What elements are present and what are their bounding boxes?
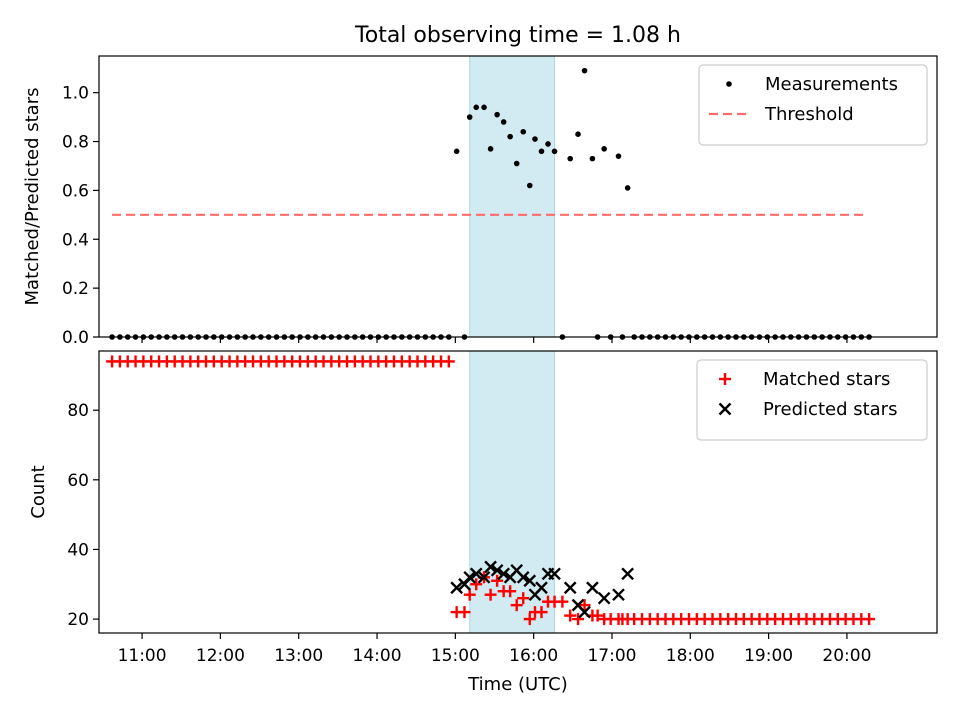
measurement-point	[532, 136, 538, 142]
y-tick-label: 80	[67, 401, 89, 421]
measurement-point	[545, 141, 551, 147]
predicted-star-point	[477, 570, 491, 584]
measurement-point	[551, 148, 558, 155]
predicted-star-point	[578, 605, 591, 619]
measurement-point	[494, 111, 500, 118]
predicted-star-point	[463, 570, 477, 584]
x-tick-label: 14:00	[353, 646, 402, 666]
x-axis-label: Time (UTC)	[467, 674, 568, 695]
predicted-star-point	[535, 581, 548, 595]
x-tick-label: 19:00	[744, 646, 793, 666]
measurement-point	[500, 119, 507, 125]
matched-star-point	[442, 355, 455, 368]
predicted-star-point	[469, 567, 483, 581]
legend-label: Matched stars	[763, 369, 890, 390]
matched-star-point	[556, 595, 569, 608]
matched-star-point	[564, 609, 577, 622]
x-tick-label: 16:00	[509, 646, 558, 666]
axes-frame	[98, 350, 938, 634]
predicted-star-point	[484, 560, 497, 574]
matched-star-point	[510, 599, 523, 612]
legend-x-marker	[718, 402, 732, 416]
x-tick-label: 15:00	[431, 646, 480, 666]
legend-label: Predicted stars	[763, 399, 897, 420]
matched-star-point	[517, 592, 530, 605]
measurement-point	[466, 114, 473, 120]
measurement-point	[481, 104, 487, 111]
x-tick-label: 17:00	[587, 646, 636, 666]
matched-star-point	[458, 606, 471, 619]
y-axis-label: Count	[28, 465, 49, 518]
legend-frame	[698, 64, 928, 146]
y-tick-label: 0.8	[62, 133, 89, 153]
measurement-point	[513, 160, 520, 167]
matched-star-point	[504, 585, 517, 598]
highlight-span	[469, 55, 556, 338]
x-tick-label: 13:00	[274, 646, 323, 666]
top-panel: 0.0 0.2 0.4 0.6 0.8 1.0 Matched/Predicted star…	[22, 55, 938, 348]
x-tick-label: 11:00	[118, 646, 167, 666]
y-tick-label: 0.4	[62, 230, 89, 250]
measurement-point	[538, 148, 545, 155]
y-tick-label: 1.0	[62, 84, 89, 104]
predicted-star-point	[548, 567, 561, 581]
measurement-point	[589, 155, 596, 162]
y-tick-label: 0.0	[62, 328, 89, 348]
predicted-star-point	[497, 567, 510, 581]
y-tick-label: 40	[67, 540, 89, 560]
matched-star-point	[484, 588, 497, 601]
matched-star-point	[463, 588, 476, 601]
y-tick-label: 0.6	[62, 181, 89, 201]
x-tick-label: 20:00	[822, 646, 871, 666]
matched-star-point	[572, 613, 585, 626]
predicted-star-point	[490, 563, 504, 577]
predicted-star-point	[597, 591, 611, 605]
matched-star-point	[591, 609, 604, 622]
measurement-point	[615, 153, 622, 159]
legend-label: Threshold	[764, 104, 854, 125]
predicted-star-point	[516, 570, 530, 584]
matched-star-point	[491, 574, 504, 587]
y-axis-label: Matched/Predicted stars	[22, 88, 43, 306]
measurement-point	[581, 67, 588, 74]
measurement-point	[526, 182, 533, 189]
predicted-star-point	[612, 588, 625, 602]
axes-frame	[98, 55, 938, 338]
y-tick-label: 60	[67, 471, 89, 491]
legend: Matched stars Predicted stars	[696, 359, 928, 441]
matched-star-point	[470, 578, 483, 591]
matched-star-point	[863, 613, 876, 626]
measurement-point	[473, 104, 480, 111]
legend: Measurements Threshold	[698, 64, 928, 146]
predicted-star-point	[586, 581, 599, 595]
y-tick-label: 0.2	[62, 279, 89, 299]
measurement-point	[453, 148, 460, 155]
y-tick-label: 20	[67, 610, 89, 630]
matched-star-point	[523, 613, 536, 626]
x-tick-label: 12:00	[196, 646, 245, 666]
predicted-star-point	[563, 581, 577, 595]
legend-plus-marker	[719, 373, 731, 385]
matched-star-point	[535, 606, 548, 619]
predicted-star-point	[621, 567, 634, 581]
predicted-star-point	[458, 577, 471, 591]
predicted-star-point	[450, 581, 463, 595]
measurement-point	[487, 146, 494, 152]
legend-label: Measurements	[765, 74, 898, 95]
measurement-point	[567, 155, 574, 162]
measurement-point	[624, 185, 631, 191]
matched-star-point	[578, 599, 591, 612]
bottom-panel: 11:00 12:00 13:00 14:00 15:00 16:00 17:00 18:00…	[28, 350, 938, 666]
legend-dot-marker	[726, 81, 732, 87]
chart-title: Total observing time = 1.08 h	[354, 23, 681, 48]
legend-frame	[696, 359, 928, 441]
measurement-point	[601, 146, 607, 152]
measurement-point	[575, 131, 581, 137]
predicted-star-point	[523, 574, 537, 588]
x-tick-label: 18:00	[666, 646, 715, 666]
measurement-point	[507, 133, 513, 140]
measurement-point	[520, 128, 527, 135]
